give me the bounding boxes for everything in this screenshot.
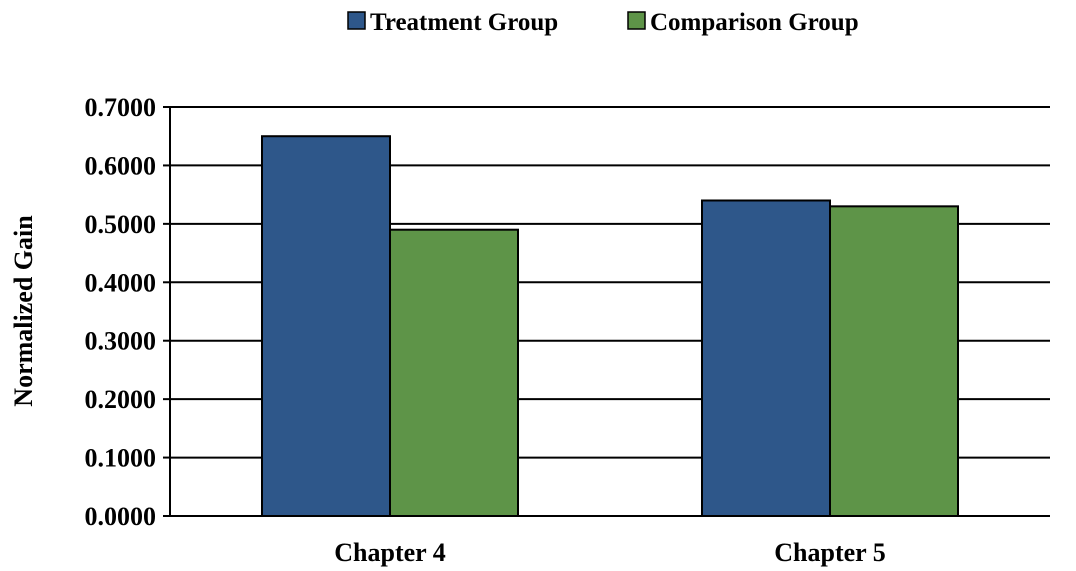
bar-comparison-2 [829,205,959,517]
x-axis-labels: Chapter 4 Chapter 5 [334,538,885,567]
y-tick-label: 0.7000 [85,93,157,122]
legend-swatch [347,11,366,30]
bar-treatment-2 [701,199,831,517]
y-tick-label: 0.3000 [85,327,157,356]
legend: Treatment Group Comparison Group [347,9,859,36]
y-tick-label: 0.0000 [85,502,157,531]
y-tick-label: 0.6000 [85,151,157,180]
y-axis-title: Normalized Gain [9,215,38,407]
y-axis-ticks: 0.0000 0.1000 0.2000 0.3000 0.4000 0.5000 0.60… [85,93,170,531]
x-category-label: Chapter 4 [334,538,445,567]
y-tick-label: 0.4000 [85,268,157,297]
y-tick-label: 0.2000 [85,385,157,414]
legend-label: Comparison Group [650,9,859,36]
bar-comparison-1 [389,228,519,517]
legend-swatch [627,11,646,30]
y-tick-label: 0.1000 [85,444,157,473]
y-tick-label: 0.5000 [85,210,157,239]
x-category-label: Chapter 5 [774,538,885,567]
bars [261,135,959,517]
bar-treatment-1 [261,135,391,517]
legend-label: Treatment Group [370,9,558,36]
